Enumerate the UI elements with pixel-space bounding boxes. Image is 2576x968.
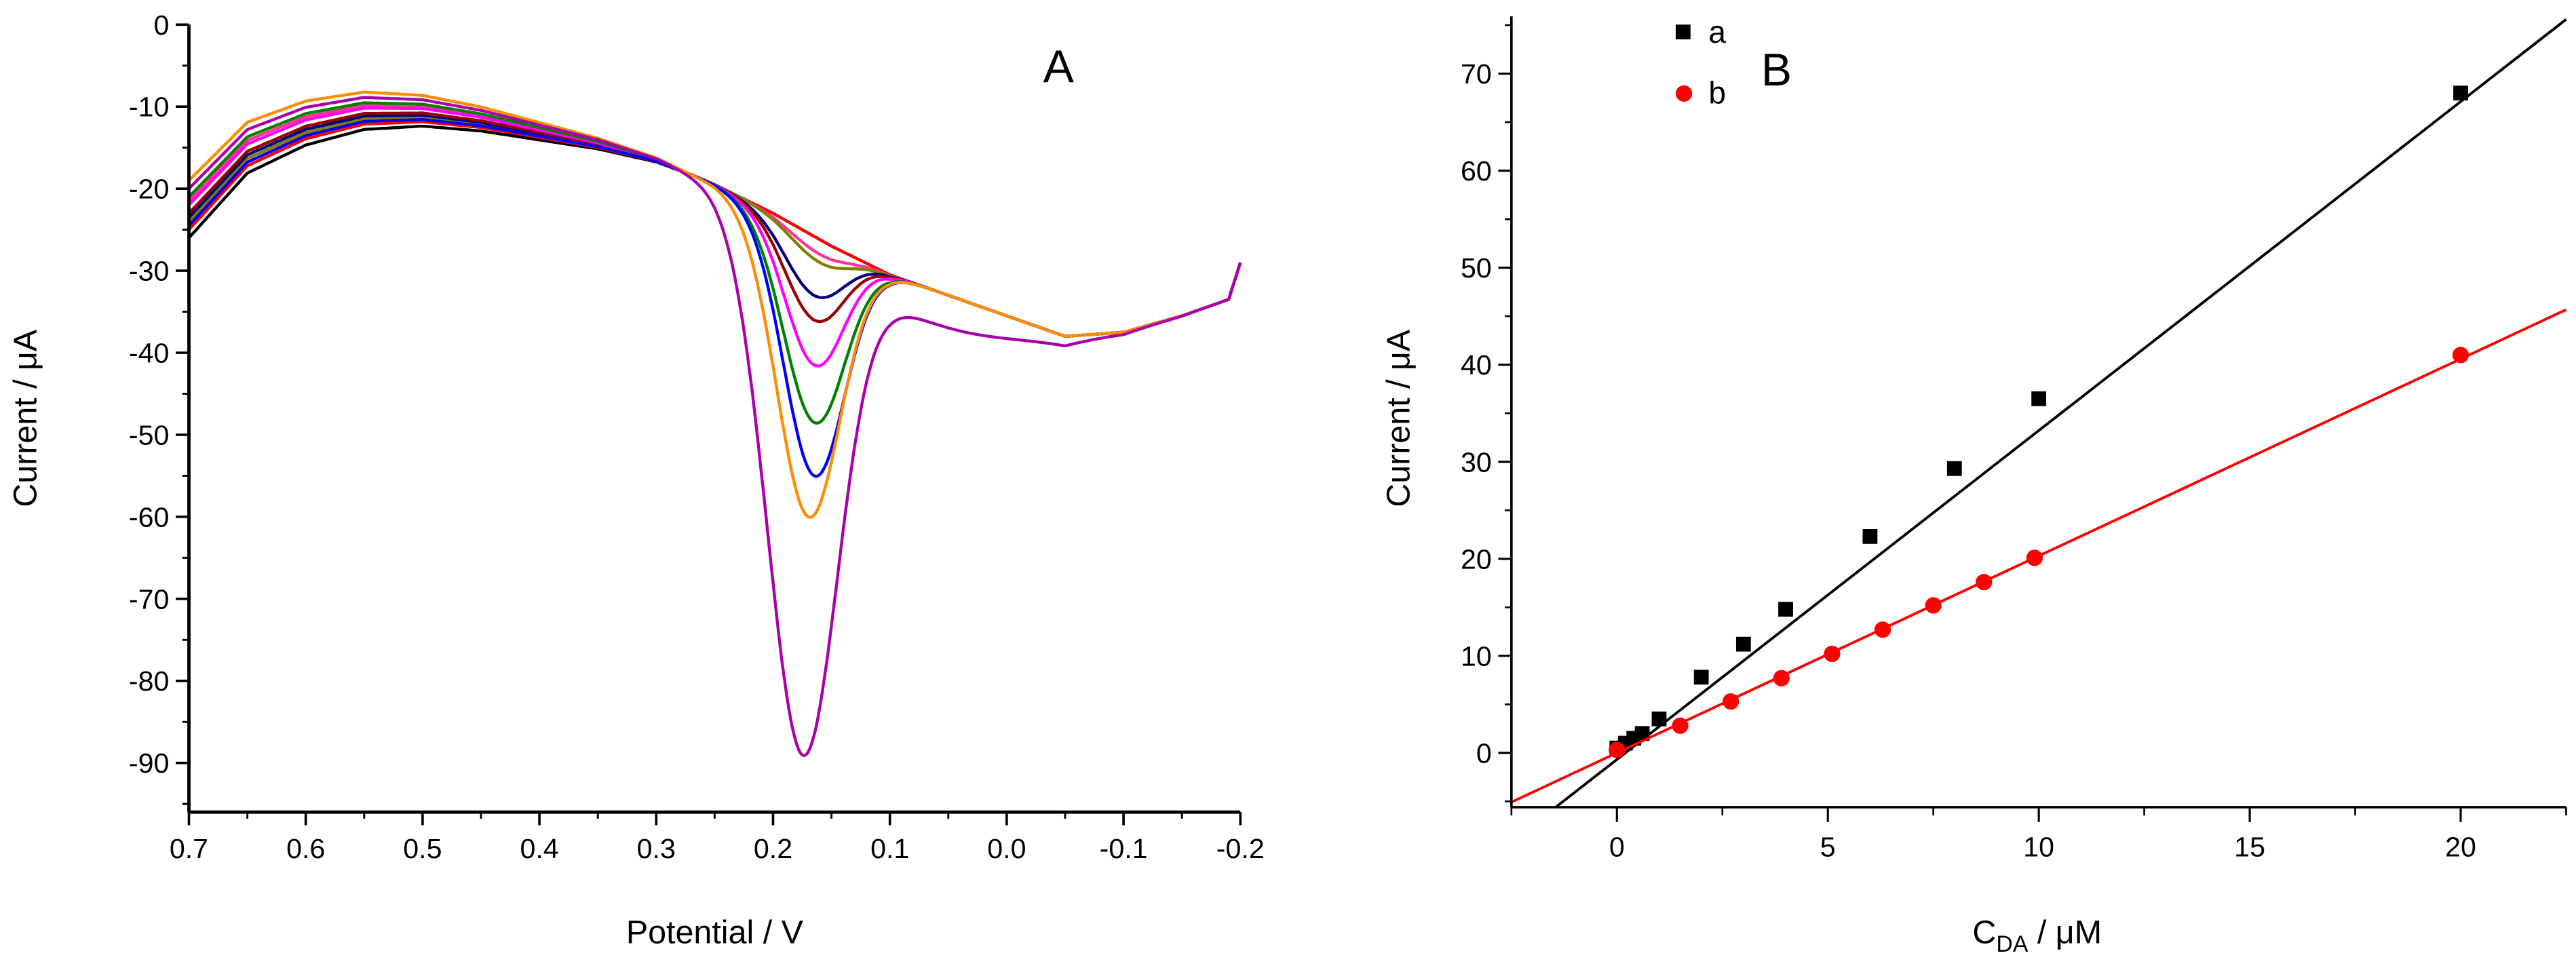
panel-b: 0 5 10 15 20 0 10 20 30 40 50 60 70 B a b CDA / μM C…	[1381, 14, 2567, 957]
data-point-a	[1735, 636, 1751, 652]
data-point-a	[1862, 529, 1878, 544]
y-tick-label: -10	[129, 92, 169, 123]
panel-a-x-label: Potential / V	[626, 914, 804, 951]
curve-green	[187, 101, 1242, 425]
data-point-b	[1672, 717, 1689, 734]
y-tick-label: 60	[1461, 155, 1492, 187]
data-point-b	[1874, 621, 1891, 638]
curve-red	[187, 120, 1242, 338]
voltammogram-curves	[187, 90, 1242, 758]
data-point-a	[1946, 461, 1962, 476]
x-tick-label: 0.5	[403, 833, 442, 864]
data-point-b	[1609, 741, 1626, 758]
curve-navy	[187, 113, 1242, 338]
data-point-b	[1925, 597, 1942, 614]
x-tick-label: 15	[2234, 832, 2265, 863]
data-point-b	[1824, 645, 1841, 663]
y-tick-label: -30	[129, 256, 169, 287]
data-point-a	[1651, 711, 1667, 727]
x-tick-label: 10	[2023, 832, 2054, 863]
x-tick-label: 0.2	[754, 833, 792, 864]
y-tick-label: -40	[129, 338, 169, 369]
x-tick-label: 0.3	[637, 833, 676, 864]
data-point-b	[1773, 670, 1790, 686]
y-tick-label: 30	[1461, 446, 1492, 478]
data-point-a	[2453, 85, 2468, 101]
x-label-main: C	[1972, 914, 1996, 951]
data-point-a	[1634, 726, 1650, 741]
curve-black	[187, 124, 1242, 338]
curve-darkred	[187, 111, 1242, 338]
curve-pink	[187, 104, 1242, 338]
x-tick-label: 0	[1609, 832, 1625, 863]
panel-b-ticks: 0 5 10 15 20 0 10 20 30 40 50 60 70	[1461, 24, 2567, 863]
y-tick-label: 10	[1461, 640, 1492, 672]
y-tick-label: 70	[1461, 58, 1492, 90]
y-tick-label: 50	[1461, 252, 1492, 284]
legend-marker-b	[1675, 85, 1693, 102]
x-tick-label: 20	[2445, 832, 2476, 863]
x-label-subscript: DA	[1996, 931, 2028, 957]
data-point-b	[1976, 574, 1993, 591]
legend-label-b: b	[1708, 75, 1726, 110]
curve-purple	[187, 96, 1242, 758]
legend-marker-a	[1675, 24, 1691, 40]
y-tick-label: -90	[129, 748, 169, 779]
x-tick-label: 0.1	[870, 833, 909, 864]
y-tick-label: 40	[1461, 349, 1492, 381]
y-tick-label: 20	[1461, 543, 1492, 575]
curve-olive	[187, 115, 1242, 338]
curve-blue	[187, 117, 1242, 478]
x-tick-label: 5	[1820, 832, 1836, 863]
y-tick-label: -20	[129, 174, 169, 205]
fit-line-a	[1554, 18, 2567, 809]
data-point-a	[1778, 602, 1793, 617]
panel-b-y-label: Current / μA	[1381, 329, 1417, 507]
x-label-unit: / μM	[2028, 914, 2102, 951]
x-tick-label: 0.0	[987, 833, 1026, 864]
x-tick-label: 0.6	[286, 833, 325, 864]
y-tick-label: -80	[129, 665, 169, 697]
legend: a b	[1675, 14, 1726, 110]
y-tick-label: -70	[129, 583, 169, 615]
panel-a-y-label: Current / μA	[7, 329, 43, 507]
panel-b-label: B	[1761, 45, 1792, 96]
panel-a-label: A	[1043, 41, 1075, 92]
panel-b-x-label: CDA / μM	[1972, 914, 2102, 957]
calibration-plot	[1511, 18, 2567, 809]
y-tick-label: 0	[1476, 737, 1492, 769]
y-tick-label: 0	[154, 9, 170, 41]
x-tick-label: 0.4	[520, 833, 558, 864]
curve-magenta	[187, 107, 1242, 368]
x-tick-label: -0.1	[1100, 833, 1148, 864]
panel-a: 0.7 0.6 0.5 0.4 0.3 0.2 0.1 0.0 -0.1 -0.2 0 -10 -20 -…	[7, 9, 1264, 951]
data-point-b	[1723, 693, 1739, 710]
y-tick-label: -50	[129, 419, 169, 450]
x-tick-label: 0.7	[170, 833, 208, 864]
data-point-a	[2031, 391, 2047, 406]
legend-label-a: a	[1708, 14, 1726, 50]
panel-a-ticks: 0.7 0.6 0.5 0.4 0.3 0.2 0.1 0.0 -0.1 -0.2 0 -10 -20 -…	[129, 9, 1265, 864]
curve-orange	[187, 90, 1242, 519]
data-point-b	[2452, 347, 2469, 364]
y-tick-label: -60	[129, 501, 169, 533]
x-tick-label: -0.2	[1216, 833, 1265, 864]
data-point-b	[2026, 549, 2043, 566]
data-point-a	[1693, 670, 1709, 685]
